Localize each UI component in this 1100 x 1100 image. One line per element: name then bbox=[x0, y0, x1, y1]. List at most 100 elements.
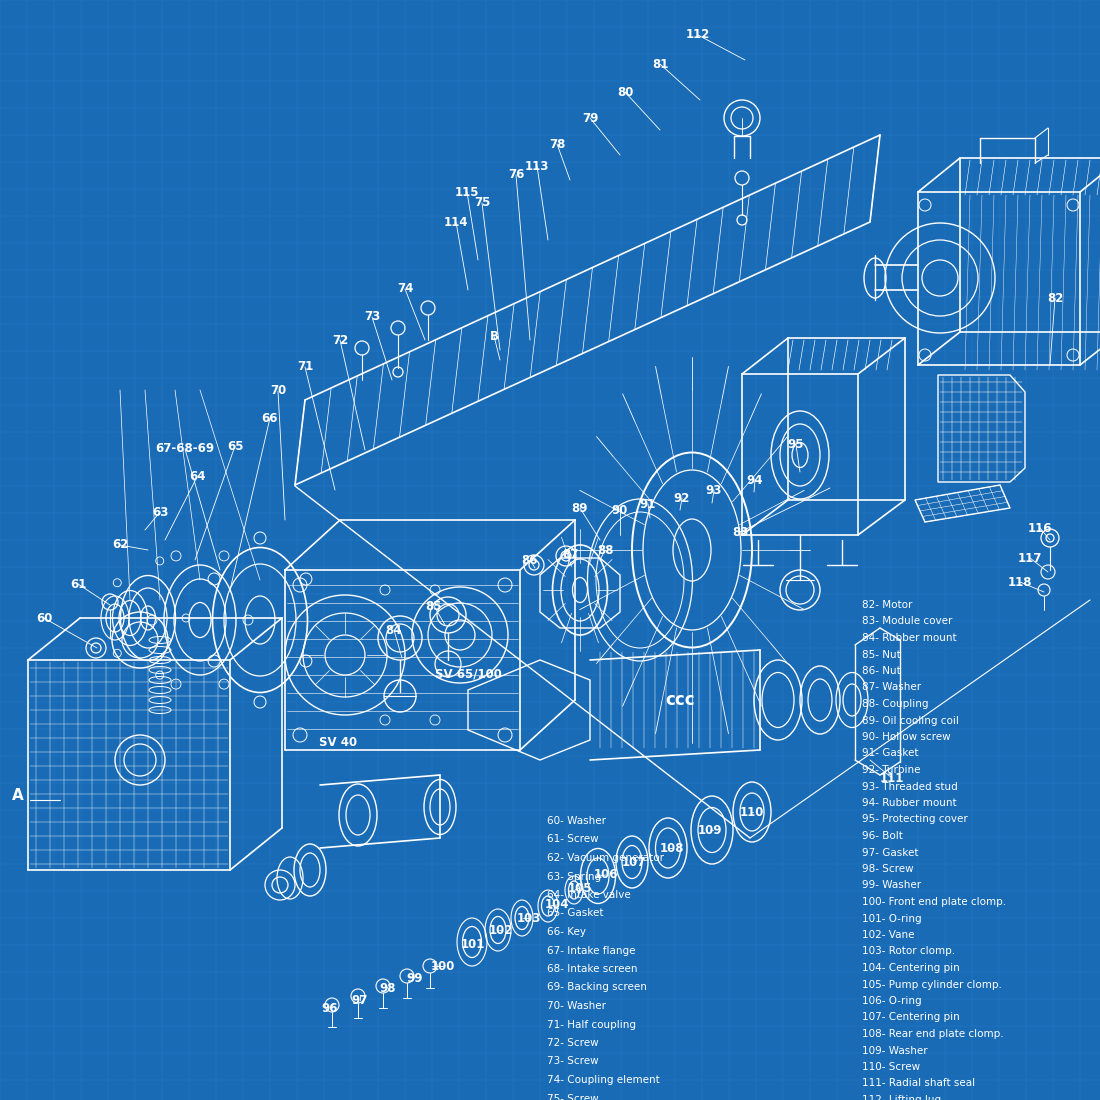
Text: B: B bbox=[490, 330, 498, 342]
Text: 71- Half coupling: 71- Half coupling bbox=[547, 1020, 636, 1030]
Text: 96- Bolt: 96- Bolt bbox=[862, 830, 903, 842]
Text: 62- Vacuum generator: 62- Vacuum generator bbox=[547, 852, 664, 864]
Text: 72- Screw: 72- Screw bbox=[547, 1038, 598, 1048]
Text: 86: 86 bbox=[521, 553, 538, 566]
Text: 115: 115 bbox=[454, 186, 480, 198]
Text: 64- Intake valve: 64- Intake valve bbox=[547, 890, 630, 900]
Text: 88- Coupling: 88- Coupling bbox=[862, 698, 928, 710]
Text: 83: 83 bbox=[732, 526, 748, 539]
Text: 110- Screw: 110- Screw bbox=[862, 1062, 920, 1072]
Text: 89: 89 bbox=[572, 502, 588, 515]
Text: 86- Nut: 86- Nut bbox=[862, 666, 901, 676]
Text: 103- Rotor clomp.: 103- Rotor clomp. bbox=[862, 946, 955, 957]
Text: 105: 105 bbox=[568, 881, 592, 894]
Text: 75- Screw: 75- Screw bbox=[547, 1093, 598, 1100]
Text: 84: 84 bbox=[386, 624, 403, 637]
Text: 110: 110 bbox=[740, 805, 764, 818]
Text: 102: 102 bbox=[488, 924, 514, 936]
Text: 88: 88 bbox=[596, 543, 614, 557]
Text: 85: 85 bbox=[426, 600, 442, 613]
Text: 101: 101 bbox=[461, 937, 485, 950]
Text: 61: 61 bbox=[69, 578, 86, 591]
Text: 64: 64 bbox=[189, 471, 206, 484]
Text: 94: 94 bbox=[747, 473, 763, 486]
Text: A: A bbox=[12, 788, 24, 803]
Text: 70- Washer: 70- Washer bbox=[547, 1001, 606, 1011]
Text: 106: 106 bbox=[594, 869, 618, 881]
Text: 103: 103 bbox=[517, 912, 541, 924]
Text: 94- Rubber mount: 94- Rubber mount bbox=[862, 798, 957, 808]
Text: 93: 93 bbox=[706, 484, 723, 496]
Text: 95- Protecting cover: 95- Protecting cover bbox=[862, 814, 968, 825]
Text: 97: 97 bbox=[352, 993, 368, 1007]
Text: 63- Spring: 63- Spring bbox=[547, 871, 601, 881]
Text: 100: 100 bbox=[431, 959, 455, 972]
Text: 73- Screw: 73- Screw bbox=[547, 1056, 598, 1067]
Text: 63: 63 bbox=[152, 506, 168, 518]
Text: 71: 71 bbox=[297, 361, 313, 374]
Text: 112- Lifting lug: 112- Lifting lug bbox=[862, 1094, 942, 1100]
Text: 60: 60 bbox=[36, 612, 52, 625]
Text: 96: 96 bbox=[321, 1001, 339, 1014]
Text: 76: 76 bbox=[508, 168, 525, 182]
Text: 113: 113 bbox=[525, 160, 549, 173]
Text: 106- O-ring: 106- O-ring bbox=[862, 996, 922, 1006]
Text: 116: 116 bbox=[1027, 521, 1053, 535]
Text: 92- Turbine: 92- Turbine bbox=[862, 764, 921, 776]
Text: 99: 99 bbox=[407, 971, 424, 984]
Text: ccc: ccc bbox=[666, 691, 695, 710]
Text: SV 65/100: SV 65/100 bbox=[434, 668, 502, 681]
Text: 65: 65 bbox=[227, 440, 243, 452]
Text: 97- Gasket: 97- Gasket bbox=[862, 847, 918, 858]
Text: 118: 118 bbox=[1008, 575, 1032, 589]
Text: 108- Rear end plate clomp.: 108- Rear end plate clomp. bbox=[862, 1028, 1003, 1040]
Text: 112: 112 bbox=[685, 29, 711, 42]
Text: 109: 109 bbox=[697, 824, 723, 836]
Text: 79: 79 bbox=[582, 111, 598, 124]
Text: 84- Rubber mount: 84- Rubber mount bbox=[862, 632, 957, 644]
Text: 98- Screw: 98- Screw bbox=[862, 864, 914, 874]
Text: 109- Washer: 109- Washer bbox=[862, 1045, 927, 1056]
Text: 90- Hollow screw: 90- Hollow screw bbox=[862, 732, 950, 742]
Text: 75: 75 bbox=[474, 197, 491, 209]
Text: 78: 78 bbox=[549, 138, 565, 151]
Text: 90: 90 bbox=[612, 504, 628, 517]
Text: 68- Intake screen: 68- Intake screen bbox=[547, 964, 638, 974]
Text: 65- Gasket: 65- Gasket bbox=[547, 909, 604, 918]
Text: 87- Washer: 87- Washer bbox=[862, 682, 921, 693]
Text: 85- Nut: 85- Nut bbox=[862, 649, 901, 660]
Text: 66: 66 bbox=[262, 411, 278, 425]
Text: 107: 107 bbox=[621, 856, 646, 869]
Text: SV 40: SV 40 bbox=[319, 736, 358, 748]
Text: 73: 73 bbox=[364, 310, 381, 323]
Text: 104- Centering pin: 104- Centering pin bbox=[862, 962, 959, 974]
Text: 69- Backing screen: 69- Backing screen bbox=[547, 982, 647, 992]
Text: 80: 80 bbox=[617, 86, 634, 99]
Text: 81: 81 bbox=[652, 57, 668, 70]
Text: 105- Pump cylinder clomp.: 105- Pump cylinder clomp. bbox=[862, 979, 1002, 990]
Text: 67-68-69: 67-68-69 bbox=[155, 442, 214, 455]
Text: 104: 104 bbox=[544, 899, 570, 912]
Text: 89- Oil cooling coil: 89- Oil cooling coil bbox=[862, 715, 959, 726]
Text: 108: 108 bbox=[660, 842, 684, 855]
Text: 60- Washer: 60- Washer bbox=[547, 816, 606, 826]
Text: 111: 111 bbox=[880, 771, 904, 784]
Text: 74: 74 bbox=[397, 283, 414, 296]
Text: 72: 72 bbox=[332, 333, 348, 346]
Text: 70: 70 bbox=[270, 385, 286, 397]
Text: 74- Coupling element: 74- Coupling element bbox=[547, 1075, 660, 1085]
Text: 107- Centering pin: 107- Centering pin bbox=[862, 1012, 959, 1023]
Text: 101- O-ring: 101- O-ring bbox=[862, 913, 922, 924]
Text: 91: 91 bbox=[640, 497, 657, 510]
Text: 99- Washer: 99- Washer bbox=[862, 880, 921, 891]
Text: 93- Threaded stud: 93- Threaded stud bbox=[862, 781, 958, 792]
Text: 117: 117 bbox=[1018, 551, 1042, 564]
Text: 111- Radial shaft seal: 111- Radial shaft seal bbox=[862, 1078, 975, 1089]
Text: 98: 98 bbox=[379, 981, 396, 994]
Text: 62: 62 bbox=[112, 539, 129, 551]
Text: 67- Intake flange: 67- Intake flange bbox=[547, 946, 636, 956]
Text: 114: 114 bbox=[443, 216, 469, 229]
Text: 95: 95 bbox=[788, 439, 804, 451]
Text: 82: 82 bbox=[1047, 292, 1064, 305]
Text: 82- Motor: 82- Motor bbox=[862, 600, 912, 610]
